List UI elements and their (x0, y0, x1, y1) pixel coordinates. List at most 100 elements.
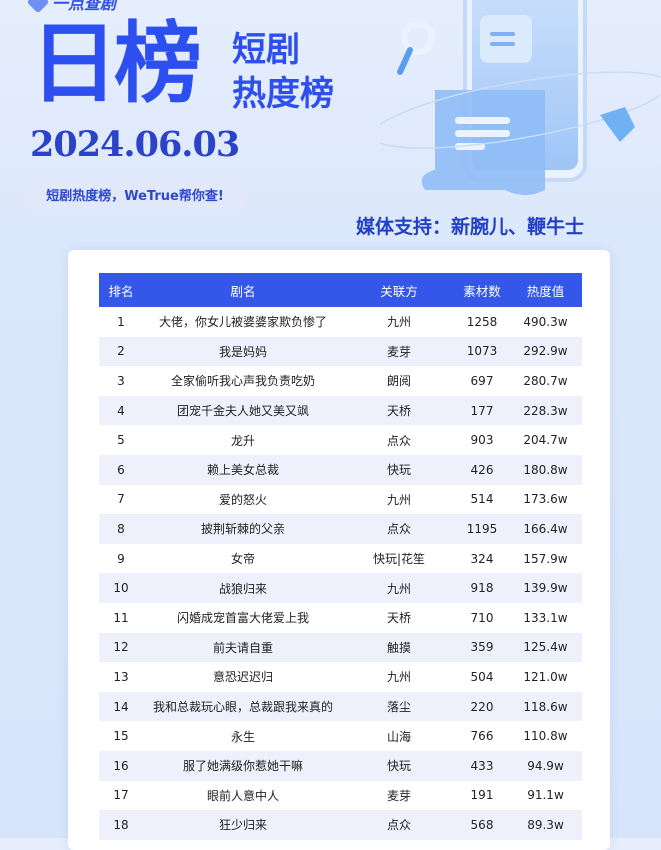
cell-material-count: 1195 (455, 514, 509, 544)
cell-rank: 10 (99, 573, 143, 603)
cell-partner: 落尘 (343, 691, 455, 722)
cell-title: 我和总裁玩心眼，总裁跟我来真的 (143, 691, 343, 722)
subtitle-line-2: 热度榜 (232, 74, 334, 114)
page-title: 日榜 (30, 12, 202, 115)
cell-heat-value: 280.7w (523, 373, 568, 388)
table-row: 11 闪婚成宠首富大佬爱上我 天桥 710 133.1w (99, 603, 582, 633)
cell-partner: 点众 (386, 433, 411, 448)
cell-partner: 麦芽 (343, 336, 455, 367)
cell-partner: 山海 (386, 729, 411, 744)
cell-title: 狂少归来 (143, 810, 343, 840)
cell-partner: 九州 (343, 573, 455, 603)
phone-illustration (380, 0, 660, 195)
cell-material-count: 191 (470, 788, 494, 803)
table-row: 6 赖上美女总裁 快玩 426 180.8w (99, 454, 582, 485)
cell-title: 意恐迟迟归 (212, 670, 273, 685)
cell-title: 战狼归来 (143, 573, 343, 603)
cell-partner: 九州 (386, 492, 411, 507)
cell-rank: 11 (113, 610, 129, 625)
cell-material-count: 1258 (466, 314, 498, 329)
table-row: 16 服了她满级你惹她干嘛 快玩 433 94.9w (99, 750, 582, 781)
cell-title: 大佬，你女儿被婆婆家欺负惨了 (158, 315, 327, 330)
cell-heat-value: 157.9w (523, 551, 568, 566)
cell-rank: 12 (99, 632, 143, 663)
slogan-badge: 短剧热度榜，WeTrue帮你查! (24, 178, 246, 210)
cell-rank: 14 (99, 691, 143, 722)
cell-heat-value: 110.8w (523, 729, 568, 744)
cell-material-count: 697 (470, 373, 494, 388)
ranking-table: 排名 剧名 关联方 素材数 热度值 1 大佬，你女儿被婆婆家欺负惨了 九州 1258 490.3… (99, 273, 582, 840)
cell-material-count: 324 (470, 551, 494, 566)
cell-material-count: 710 (470, 610, 494, 625)
media-support: 媒体支持：新腕儿、鞭牛士 (356, 216, 585, 238)
cell-heat-value: 125.4w (509, 632, 582, 663)
cell-partner: 九州 (386, 670, 411, 685)
cell-title: 披荆斩棘的父亲 (143, 514, 343, 544)
column-header-heat-value: 热度值 (509, 273, 582, 307)
cell-heat-value: 204.7w (523, 433, 568, 448)
cell-material-count: 504 (470, 669, 494, 684)
table-row: 12 前夫请自重 触摸 359 125.4w (99, 632, 582, 663)
cell-heat-value: 139.9w (509, 573, 582, 603)
cell-rank: 15 (113, 729, 129, 744)
cell-title: 闪婚成宠首富大佬爱上我 (176, 611, 309, 626)
cell-material-count: 514 (470, 492, 494, 507)
cell-rank: 17 (113, 788, 129, 803)
cell-title: 前夫请自重 (143, 632, 343, 663)
cell-material-count: 426 (455, 454, 509, 485)
cell-rank: 16 (99, 750, 143, 781)
cell-partner: 快玩 (343, 454, 455, 485)
cell-heat-value: 118.6w (509, 691, 582, 722)
table-row: 18 狂少归来 点众 568 89.3w (99, 810, 582, 840)
table-row: 3 全家偷听我心声我负责吃奶 朗阅 697 280.7w (99, 366, 582, 396)
column-header-partner: 关联方 (343, 273, 455, 307)
date: 2024.06.03 (30, 124, 240, 165)
cell-partner: 快玩 (343, 750, 455, 781)
table-header-row: 排名 剧名 关联方 素材数 热度值 (99, 273, 582, 307)
table-row: 5 龙升 点众 903 204.7w (99, 425, 582, 455)
cell-title: 眼前人意中人 (206, 788, 279, 803)
column-header-material-count: 素材数 (455, 273, 509, 307)
cell-rank: 8 (99, 514, 143, 544)
cell-material-count: 568 (455, 810, 509, 840)
cell-material-count: 766 (470, 729, 494, 744)
cell-partner: 麦芽 (386, 788, 411, 803)
cell-rank: 5 (117, 433, 125, 448)
cell-heat-value: 228.3w (509, 395, 582, 426)
cell-material-count: 220 (455, 691, 509, 722)
cell-material-count: 903 (470, 433, 494, 448)
cell-heat-value: 89.3w (509, 810, 582, 840)
cell-rank: 2 (99, 336, 143, 367)
table-row: 13 意恐迟迟归 九州 504 121.0w (99, 662, 582, 692)
cell-title: 龙升 (230, 433, 255, 448)
cell-material-count: 433 (455, 750, 509, 781)
table-row: 1 大佬，你女儿被婆婆家欺负惨了 九州 1258 490.3w (99, 307, 582, 337)
cell-title: 服了她满级你惹她干嘛 (143, 750, 343, 781)
cell-title: 我是妈妈 (143, 336, 343, 367)
cell-partner: 点众 (343, 514, 455, 544)
cell-partner: 天桥 (386, 611, 411, 626)
cell-heat-value: 292.9w (509, 336, 582, 367)
cell-title: 永生 (230, 729, 255, 744)
cell-rank: 7 (117, 492, 125, 507)
cell-rank: 1 (117, 314, 125, 329)
logo: 一点查剧 (26, 0, 117, 14)
cell-heat-value: 91.1w (527, 788, 564, 803)
cell-rank: 4 (99, 395, 143, 426)
cell-heat-value: 166.4w (509, 514, 582, 544)
cell-material-count: 1073 (455, 336, 509, 367)
cell-title: 全家偷听我心声我负责吃奶 (170, 374, 315, 389)
cell-partner: 天桥 (343, 395, 455, 426)
cell-title: 女帝 (230, 552, 255, 567)
subtitle-line-1: 短剧 (232, 30, 300, 70)
table-row: 14 我和总裁玩心眼，总裁跟我来真的 落尘 220 118.6w (99, 691, 582, 722)
column-header-title: 剧名 (143, 273, 343, 307)
cell-material-count: 918 (455, 573, 509, 603)
cell-partner: 快玩|花笙 (372, 552, 426, 567)
cell-material-count: 177 (455, 395, 509, 426)
cell-partner: 九州 (386, 315, 411, 330)
table-row: 15 永生 山海 766 110.8w (99, 721, 582, 751)
cell-partner: 朗阅 (386, 374, 411, 389)
logo-text: 一点查剧 (52, 0, 117, 13)
cell-heat-value: 490.3w (523, 314, 568, 329)
